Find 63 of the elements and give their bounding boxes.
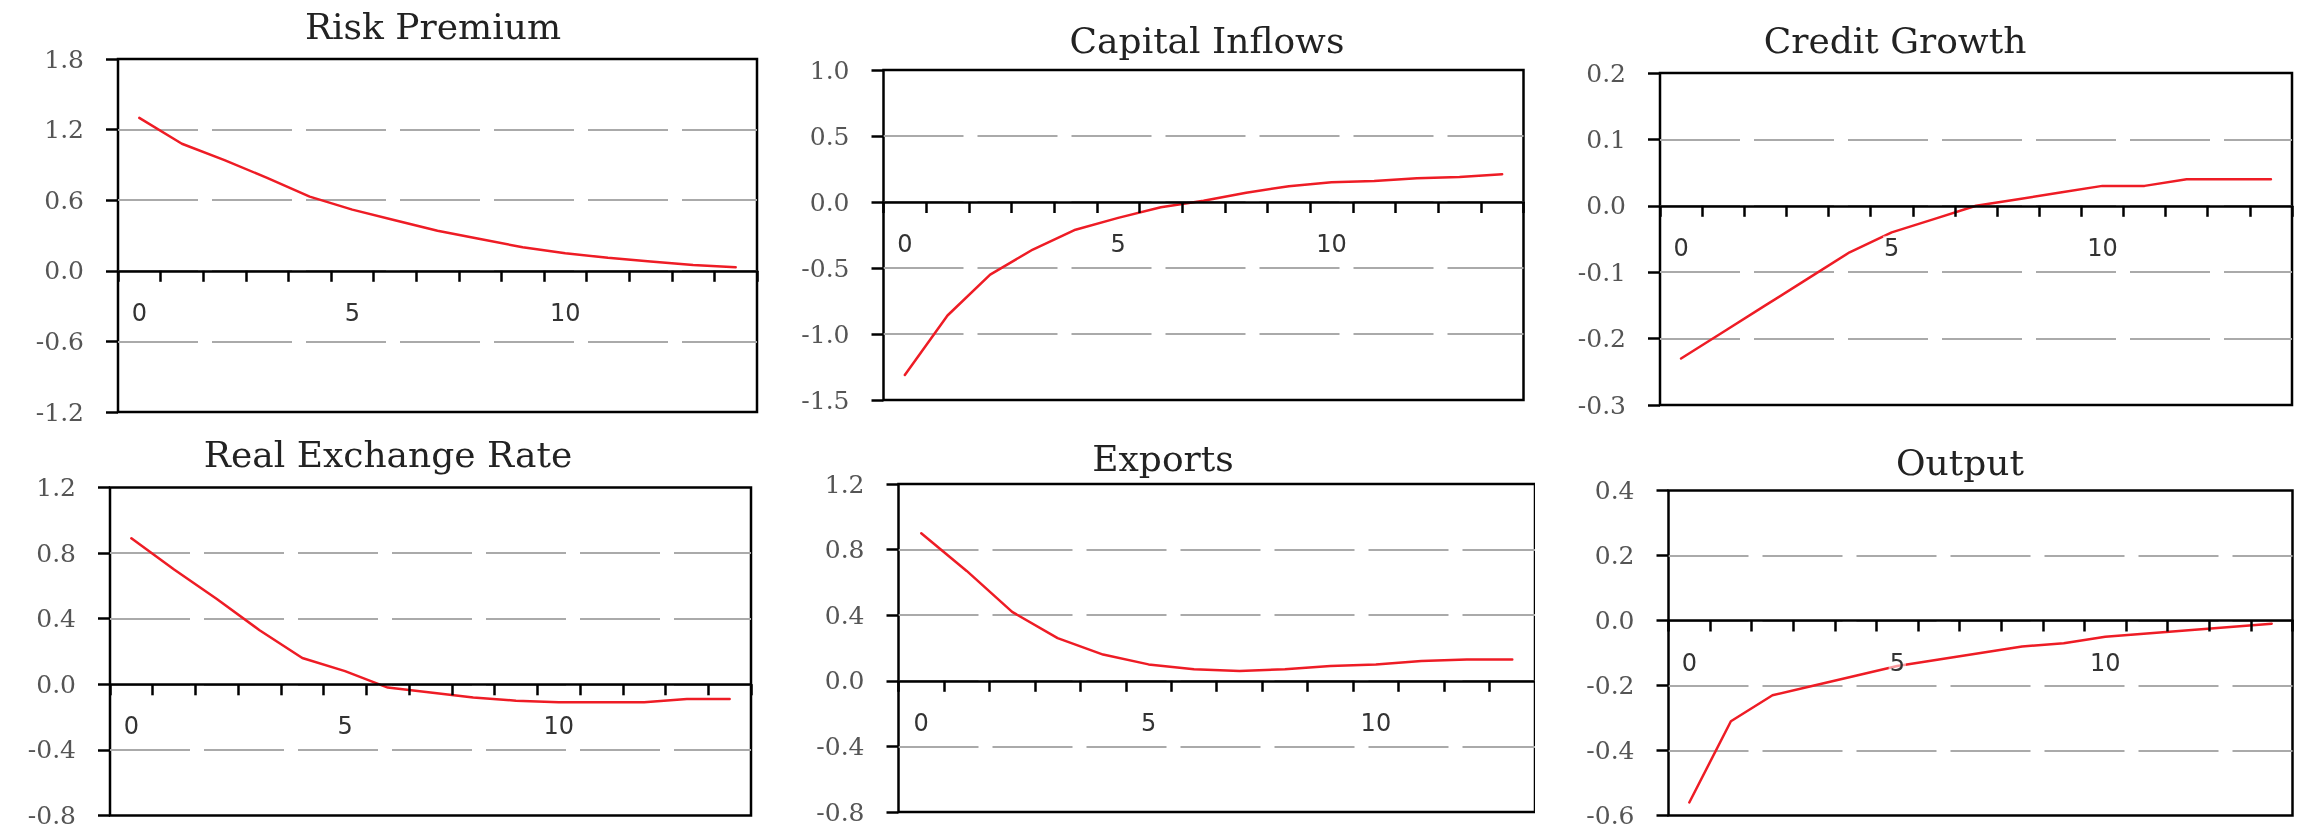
x-tick-label: 0 <box>123 712 140 741</box>
y-tick-label: 0.0 <box>1594 606 1635 635</box>
y-tick-label: 0.0 <box>44 256 84 286</box>
y-tick-label: 0.5 <box>809 121 850 151</box>
x-tick-label: 5 <box>1884 233 1900 262</box>
x-tick-label: 10 <box>550 298 581 327</box>
y-tick-label: 0.8 <box>36 538 76 568</box>
y-tick-label: -0.2 <box>1577 324 1626 354</box>
y-tick-label: -0.6 <box>1586 801 1635 830</box>
x-tick-label: 0 <box>1681 648 1697 677</box>
y-tick-label: 1.8 <box>44 44 84 74</box>
y-tick-label: -0.4 <box>27 735 76 765</box>
y-tick-label: -0.1 <box>1577 257 1626 287</box>
y-tick-label: -0.6 <box>35 326 84 356</box>
y-tick-label: -1.2 <box>35 397 84 427</box>
x-tick-label: 0 <box>1673 233 1689 262</box>
x-tick-label: 0 <box>913 708 929 737</box>
y-tick-label: 0.4 <box>36 604 76 634</box>
y-tick-label: 0.2 <box>1586 58 1626 88</box>
x-tick-label: 5 <box>1110 230 1126 258</box>
chart-title: Risk Premium <box>304 5 562 47</box>
y-tick-label: -0.8 <box>27 801 76 830</box>
y-tick-label: 0.4 <box>824 600 865 630</box>
y-tick-label: 0.0 <box>1586 191 1626 221</box>
x-tick-label: 0 <box>897 230 913 258</box>
x-tick-label: 10 <box>2087 233 2118 262</box>
y-tick-label: -0.8 <box>816 797 865 827</box>
chart-title: Exports <box>1092 437 1234 479</box>
y-tick-label: -0.4 <box>816 731 865 761</box>
y-tick-label: 1.2 <box>44 115 84 145</box>
chart-title: Capital Inflows <box>1069 19 1345 61</box>
line-series <box>130 537 731 704</box>
x-tick-label: 10 <box>2090 648 2121 677</box>
x-tick-label: 10 <box>1316 230 1347 258</box>
x-tick-label: 5 <box>1140 708 1157 737</box>
y-tick-label: 0.8 <box>824 535 865 565</box>
chart-title: Credit Growth <box>1763 19 2027 61</box>
x-tick-label: 5 <box>344 298 360 327</box>
y-tick-label: 0.4 <box>1594 476 1635 505</box>
y-tick-label: 0.2 <box>1594 541 1635 570</box>
y-tick-label: -1.5 <box>801 385 850 415</box>
y-tick-label: 1.2 <box>36 473 76 502</box>
y-tick-label: -0.2 <box>1586 671 1635 700</box>
x-tick-label: 10 <box>1360 708 1392 737</box>
y-tick-label: 0.6 <box>44 185 84 215</box>
x-tick-label: 5 <box>1889 648 1905 677</box>
y-tick-label: 0.0 <box>824 666 865 696</box>
y-tick-label: 0.0 <box>809 187 850 217</box>
chart-title: Real Exchange Rate <box>203 433 573 475</box>
chart-title: Output <box>1896 441 2025 483</box>
x-tick-label: 5 <box>337 712 353 741</box>
y-tick-label: 0.1 <box>1586 124 1626 154</box>
y-tick-label: -0.5 <box>801 253 850 283</box>
y-tick-label: -1.0 <box>801 319 850 349</box>
line-series <box>919 531 1514 673</box>
y-tick-label: 1.2 <box>824 469 865 499</box>
y-tick-label: -0.3 <box>1577 390 1626 420</box>
x-tick-label: 10 <box>543 712 574 741</box>
line-series <box>138 116 737 269</box>
y-tick-label: 0.0 <box>36 669 76 699</box>
y-tick-label: -0.4 <box>1586 736 1635 765</box>
y-tick-label: 1.0 <box>809 55 850 85</box>
x-tick-label: 0 <box>131 298 147 327</box>
